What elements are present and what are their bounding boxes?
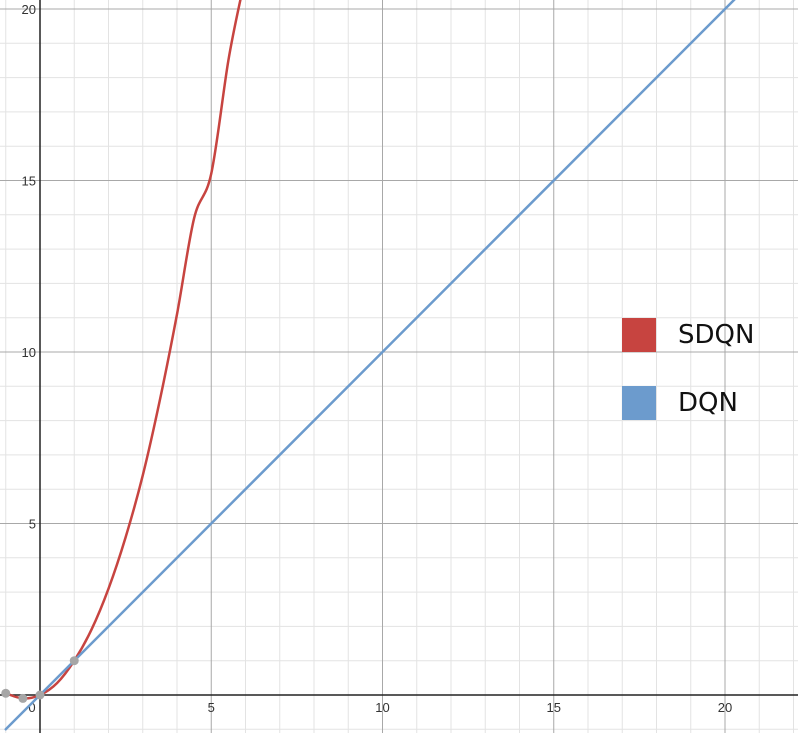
y-tick-label: 10 xyxy=(22,345,36,360)
legend-item-sdqn: SDQN xyxy=(622,318,754,352)
series-layer xyxy=(4,0,736,731)
series-line-sdqn xyxy=(4,0,242,700)
x-tick-label: 5 xyxy=(208,700,215,715)
legend: SDQN DQN xyxy=(622,318,754,454)
legend-swatch-sdqn xyxy=(622,318,656,352)
x-tick-label: 0 xyxy=(28,700,35,715)
intersection-point xyxy=(69,656,79,666)
legend-item-dqn: DQN xyxy=(622,386,754,420)
intersection-point xyxy=(18,693,28,703)
x-tick-label: 15 xyxy=(547,700,561,715)
intersection-point xyxy=(35,690,45,700)
y-tick-label: 15 xyxy=(22,174,36,189)
series-line-dqn xyxy=(4,0,736,731)
x-tick-label: 20 xyxy=(718,700,732,715)
y-tick-label: 20 xyxy=(22,2,36,17)
points-layer xyxy=(1,656,79,703)
legend-label-dqn: DQN xyxy=(678,388,738,418)
y-tick-label: 5 xyxy=(29,517,36,532)
legend-swatch-dqn xyxy=(622,386,656,420)
tick-labels: 0 5 10 15 20 5 10 15 20 xyxy=(22,2,733,715)
x-tick-label: 10 xyxy=(375,700,389,715)
legend-label-sdqn: SDQN xyxy=(678,320,755,350)
intersection-point xyxy=(1,688,11,698)
